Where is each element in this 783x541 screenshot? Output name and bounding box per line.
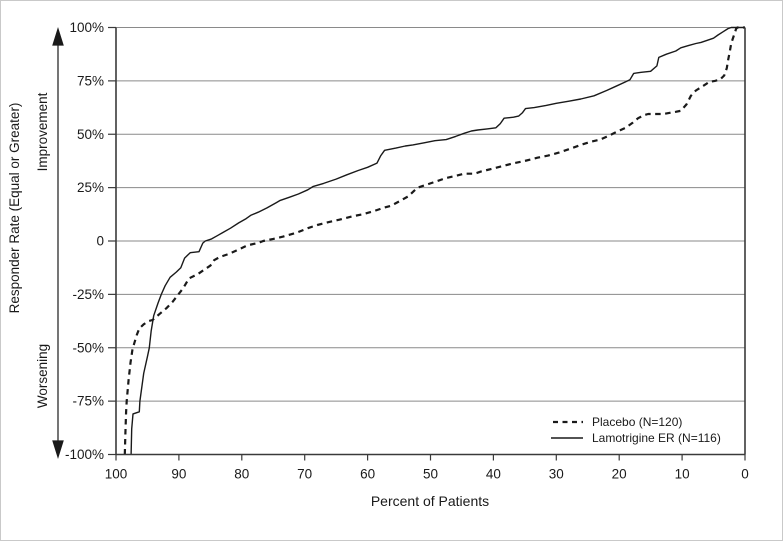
y-tick-label: -100%: [65, 447, 104, 462]
series-group: [123, 26, 745, 455]
x-tick-label: 90: [171, 467, 186, 482]
x-tick-label: 10: [675, 467, 690, 482]
y-tick-label: 100%: [69, 20, 104, 35]
y-tick-label: 50%: [77, 127, 104, 142]
x-tick-label: 40: [486, 467, 501, 482]
worsening-label: Worsening: [35, 344, 50, 408]
legend: Placebo (N=120) Lamotrigine ER (N=116): [551, 415, 721, 445]
y-axis-label: Responder Rate (Equal or Greater): [7, 103, 22, 314]
axis-frame: [115, 27, 746, 456]
series-line-placebo-n-120: [123, 26, 745, 455]
x-tick-label: 70: [297, 467, 312, 482]
series-line-lamotrigine-er-n-116: [130, 26, 745, 455]
x-tick-label: 60: [360, 467, 375, 482]
legend-lamotrigine-label: Lamotrigine ER (N=116): [592, 431, 721, 445]
x-tick-label: 80: [234, 467, 249, 482]
y-tick-label: -75%: [72, 394, 104, 409]
y-tick-label: -50%: [72, 340, 104, 355]
improvement-label: Improvement: [35, 92, 50, 171]
x-tick-label: 0: [741, 467, 749, 482]
x-tick-label: 100: [105, 467, 128, 482]
y-tick-label: -25%: [72, 287, 104, 302]
x-tick-label: 50: [423, 467, 438, 482]
grid-group: [116, 27, 745, 455]
x-axis-label: Percent of Patients: [371, 493, 489, 509]
arrow-up-head: [52, 26, 64, 46]
legend-placebo-label: Placebo (N=120): [592, 415, 682, 429]
y-tick-label: 0: [96, 234, 104, 249]
arrow-down-head: [52, 440, 64, 460]
tick-group: 100%75%50%25%0-25%-50%-75%-100%100 90 80 70…: [65, 20, 749, 482]
x-tick-label: 20: [612, 467, 627, 482]
y-direction-arrow: [52, 26, 64, 460]
y-tick-label: 25%: [77, 180, 104, 195]
y-tick-label: 75%: [77, 73, 104, 88]
x-tick-label: 30: [549, 467, 564, 482]
